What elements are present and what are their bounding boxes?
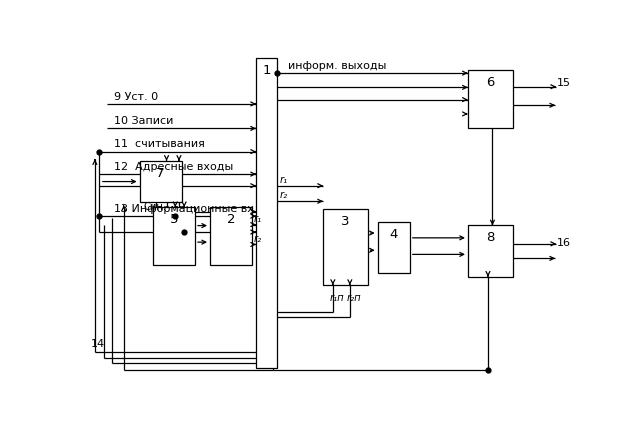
Text: 3: 3 <box>341 215 349 228</box>
Text: 5: 5 <box>170 213 179 226</box>
Text: 16: 16 <box>557 238 571 248</box>
Text: Син.: Син. <box>143 202 166 212</box>
Bar <box>323 209 367 285</box>
Text: 15: 15 <box>557 78 571 88</box>
Text: r₁: r₁ <box>280 175 287 185</box>
Bar <box>210 207 252 265</box>
Text: 2: 2 <box>227 213 236 226</box>
Bar <box>256 58 277 368</box>
Text: r₂: r₂ <box>254 234 262 244</box>
Text: r₁п: r₁п <box>330 292 344 303</box>
Bar <box>468 225 513 277</box>
Text: 6: 6 <box>486 77 494 89</box>
Text: 13 Информационные вх.: 13 Информационные вх. <box>114 204 257 214</box>
Text: 8: 8 <box>486 231 494 244</box>
Text: 10 Записи: 10 Записи <box>114 116 173 126</box>
Text: 7: 7 <box>156 167 165 180</box>
Bar <box>140 161 182 202</box>
Text: 14: 14 <box>91 339 105 349</box>
Text: r₂п: r₂п <box>347 292 362 303</box>
Text: 9 Уст. 0: 9 Уст. 0 <box>114 92 158 101</box>
Text: r₁: r₁ <box>254 214 262 224</box>
Text: r₂: r₂ <box>280 190 287 200</box>
Bar <box>378 222 410 273</box>
Text: 4: 4 <box>390 228 398 241</box>
Text: 11  считывания: 11 считывания <box>114 139 205 149</box>
Bar <box>153 207 195 265</box>
Text: 1: 1 <box>262 64 271 77</box>
Text: 12  Адресные входы: 12 Адресные входы <box>114 162 233 172</box>
Text: информ. выходы: информ. выходы <box>288 61 387 71</box>
Bar <box>468 71 513 129</box>
